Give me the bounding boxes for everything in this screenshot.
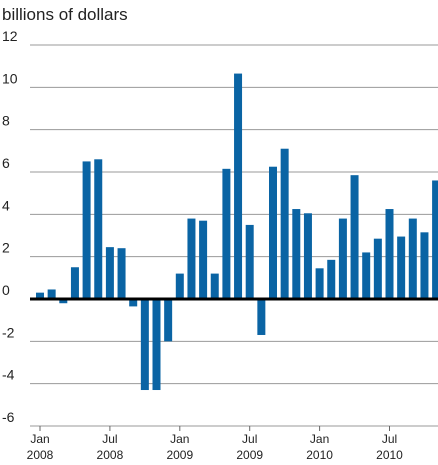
- bar: [36, 292, 44, 299]
- x-tick-label: Jan 2009: [166, 432, 193, 462]
- chart-title: billions of dollars: [2, 5, 128, 24]
- bar: [408, 218, 417, 299]
- bar: [350, 175, 359, 299]
- bar: [199, 220, 208, 299]
- bar: [94, 159, 103, 299]
- bar: [234, 73, 243, 299]
- bar: [140, 299, 149, 391]
- bar: [70, 267, 79, 299]
- x-tick-label: Jan 2008: [27, 432, 54, 462]
- bar: [47, 289, 56, 299]
- bar: [164, 299, 173, 342]
- bar: [315, 268, 324, 299]
- bar: [269, 166, 277, 299]
- bar: [292, 209, 301, 299]
- bar: [187, 218, 196, 299]
- y-tick-label: -6: [2, 409, 15, 425]
- y-tick-label: 12: [2, 28, 18, 44]
- bar: [373, 238, 382, 299]
- bar: [129, 299, 138, 307]
- y-tick-label: 10: [2, 70, 18, 86]
- bar: [152, 299, 161, 391]
- y-tick-label: -2: [2, 324, 15, 340]
- bar: [105, 247, 114, 299]
- bar: [117, 248, 126, 299]
- bar: [257, 299, 266, 335]
- bar: [222, 168, 231, 299]
- bar: [362, 252, 371, 299]
- x-tick-label: Jul 2008: [97, 432, 124, 462]
- bar: [397, 236, 406, 299]
- y-tick-label: 0: [2, 282, 10, 298]
- x-tick-label: Jul 2010: [376, 432, 403, 462]
- bar: [327, 259, 336, 299]
- y-tick-label: 6: [2, 155, 10, 171]
- y-tick-label: -4: [2, 367, 15, 383]
- bar: [280, 148, 289, 299]
- y-tick-label: 2: [2, 240, 10, 256]
- bar: [175, 273, 184, 299]
- bar: [245, 224, 254, 299]
- bar: [59, 299, 68, 304]
- bar: [432, 180, 438, 299]
- bar: [82, 161, 91, 299]
- bar: [420, 232, 429, 299]
- x-tick-label: Jul 2009: [236, 432, 263, 462]
- bar: [303, 213, 312, 299]
- x-tick-label: Jan 2010: [306, 432, 333, 462]
- y-tick-label: 8: [2, 113, 10, 129]
- bar: [338, 218, 347, 299]
- bar: [210, 273, 219, 299]
- bar: [385, 209, 394, 299]
- y-tick-label: 4: [2, 197, 10, 213]
